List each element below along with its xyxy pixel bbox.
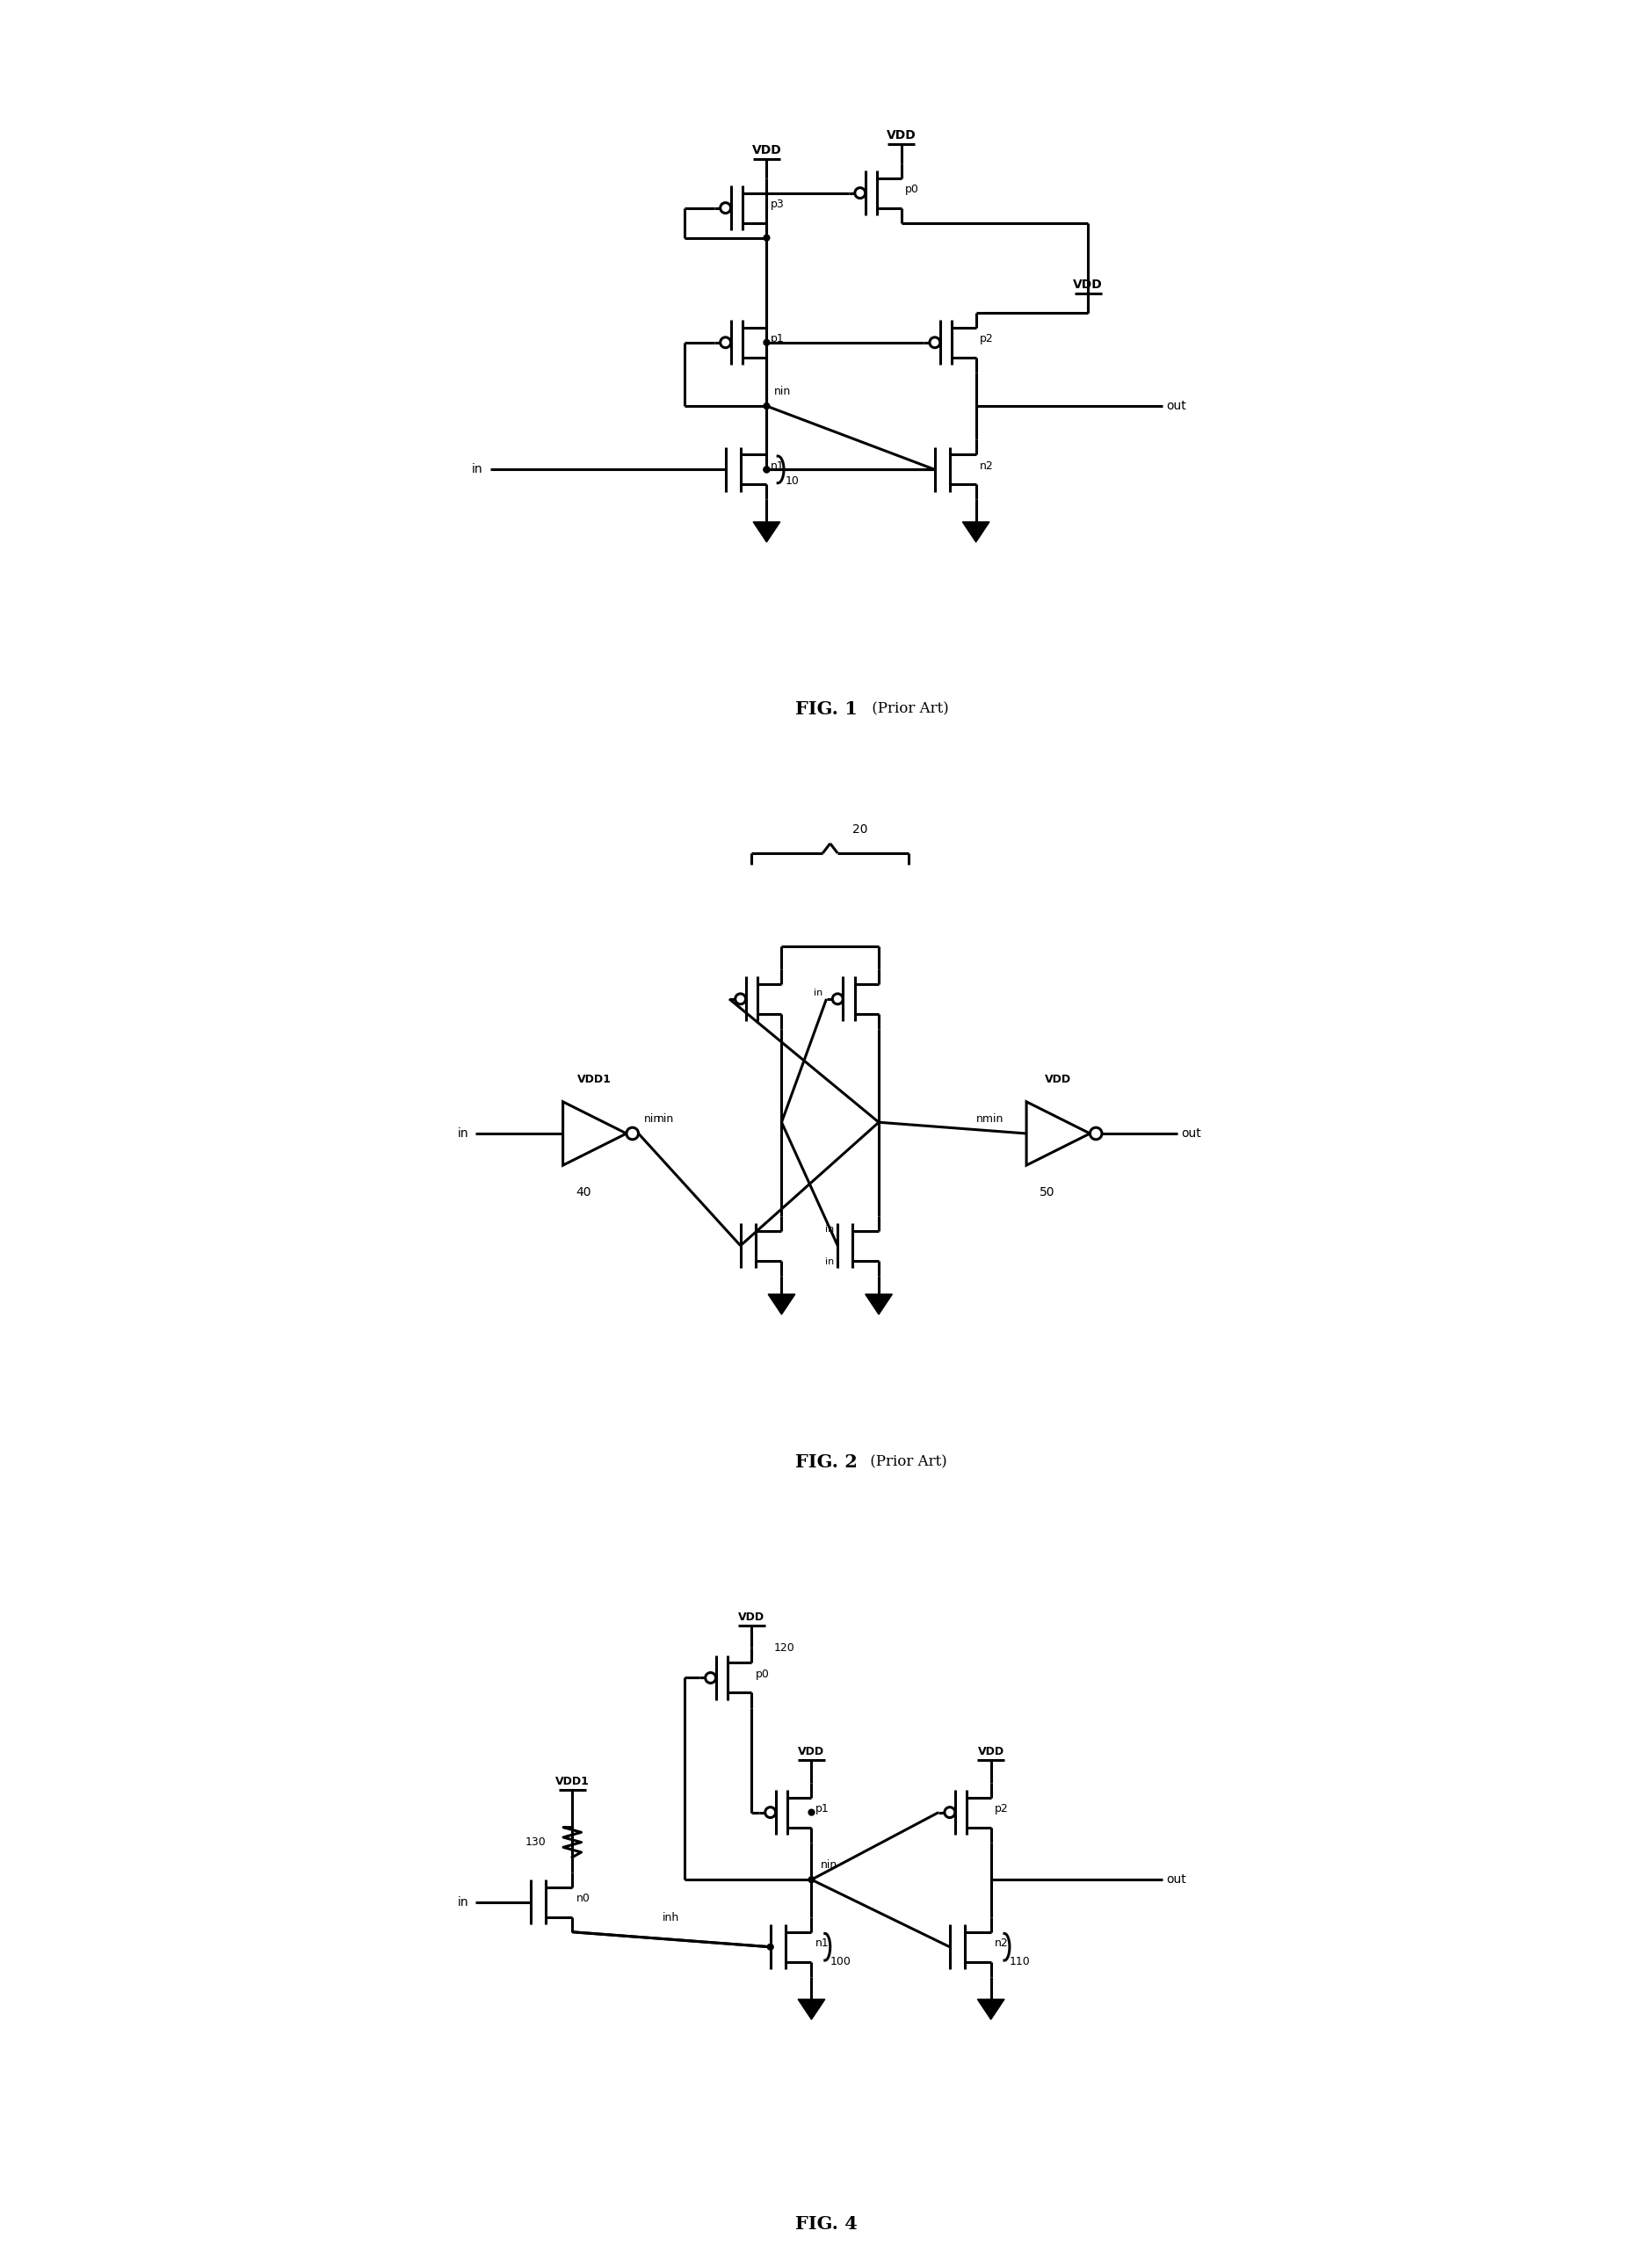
Text: p0: p0	[755, 1669, 768, 1680]
Text: n2: n2	[995, 1938, 1008, 1950]
Circle shape	[626, 1127, 638, 1140]
Circle shape	[767, 1943, 773, 1950]
Text: n1: n1	[814, 1938, 829, 1950]
Text: in: in	[458, 1895, 469, 1909]
Circle shape	[808, 1809, 814, 1816]
Text: p0: p0	[904, 184, 919, 195]
Text: p2: p2	[980, 333, 993, 345]
Polygon shape	[976, 1999, 1004, 2020]
Circle shape	[735, 993, 745, 1004]
Text: in: in	[471, 462, 482, 476]
Circle shape	[720, 202, 730, 213]
Text: p3: p3	[770, 199, 783, 211]
Text: 110: 110	[1009, 1956, 1029, 1968]
Text: FIG. 1: FIG. 1	[795, 701, 857, 719]
Text: inh: inh	[662, 1911, 679, 1922]
Text: n2: n2	[980, 460, 993, 472]
Circle shape	[763, 467, 770, 472]
Text: nin: nin	[773, 385, 791, 397]
Text: p1: p1	[814, 1802, 829, 1814]
Circle shape	[943, 1807, 955, 1818]
Text: nin: nin	[819, 1859, 838, 1870]
Polygon shape	[753, 521, 780, 542]
Text: in: in	[458, 1127, 469, 1140]
Text: 10: 10	[785, 476, 800, 487]
Circle shape	[808, 1877, 814, 1882]
Text: in: in	[813, 988, 823, 997]
Text: out: out	[1181, 1127, 1201, 1140]
Text: VDD: VDD	[752, 145, 781, 156]
Circle shape	[720, 338, 730, 347]
Circle shape	[763, 340, 770, 345]
Circle shape	[928, 338, 940, 347]
Circle shape	[1089, 1127, 1102, 1140]
Text: out: out	[1166, 399, 1186, 413]
Circle shape	[854, 188, 866, 197]
Text: VDD1: VDD1	[577, 1075, 611, 1086]
Text: FIG. 4: FIG. 4	[795, 2215, 857, 2233]
Text: VDD: VDD	[798, 1746, 824, 1757]
Circle shape	[765, 1807, 775, 1818]
Circle shape	[763, 467, 770, 472]
Text: 20: 20	[852, 823, 867, 837]
Text: nin: nin	[657, 1113, 674, 1124]
Text: (Prior Art): (Prior Art)	[866, 1455, 947, 1469]
Polygon shape	[961, 521, 990, 542]
Text: in: in	[824, 1224, 834, 1233]
Polygon shape	[866, 1294, 892, 1315]
Text: (Prior Art): (Prior Art)	[867, 701, 948, 716]
Text: 120: 120	[773, 1641, 795, 1653]
Text: VDD: VDD	[1044, 1075, 1070, 1086]
Circle shape	[833, 993, 843, 1004]
Text: 130: 130	[525, 1836, 545, 1848]
Text: out: out	[1166, 1873, 1186, 1886]
Polygon shape	[768, 1294, 795, 1315]
Text: p1: p1	[770, 333, 783, 345]
Text: VDD: VDD	[1072, 279, 1102, 290]
Text: nmin: nmin	[976, 1113, 1003, 1124]
Text: nin: nin	[644, 1113, 661, 1124]
Text: 50: 50	[1039, 1186, 1054, 1199]
Circle shape	[705, 1673, 715, 1682]
Text: 100: 100	[829, 1956, 851, 1968]
Text: p2: p2	[995, 1802, 1008, 1814]
Polygon shape	[798, 1999, 824, 2020]
Text: VDD1: VDD1	[555, 1775, 590, 1786]
Text: 40: 40	[575, 1186, 591, 1199]
Text: VDD: VDD	[885, 129, 915, 141]
Text: FIG. 2: FIG. 2	[795, 1453, 857, 1471]
Text: n1: n1	[770, 460, 783, 472]
Circle shape	[763, 404, 770, 408]
Circle shape	[763, 236, 770, 240]
Text: in: in	[824, 1258, 834, 1267]
Text: VDD: VDD	[738, 1612, 765, 1623]
Text: n0: n0	[575, 1893, 590, 1904]
Text: VDD: VDD	[976, 1746, 1004, 1757]
